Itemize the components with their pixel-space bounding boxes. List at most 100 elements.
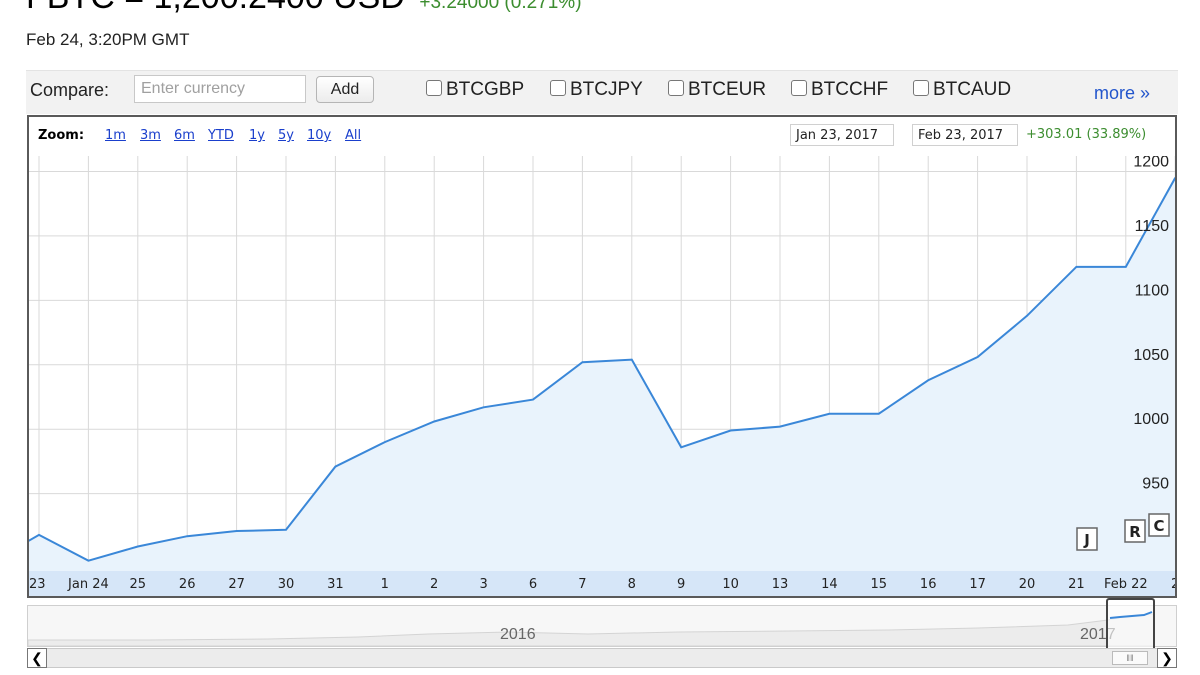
x-tick-label: 27 xyxy=(228,577,245,592)
checkbox-icon[interactable] xyxy=(913,80,929,96)
chevron-left-icon: ❮ xyxy=(31,650,43,666)
scroll-thumb[interactable]: ‖‖ xyxy=(1112,651,1148,665)
zoom-10y[interactable]: 10y xyxy=(307,128,332,143)
chevron-right-icon: ❯ xyxy=(1161,650,1173,666)
x-axis-band xyxy=(29,571,1175,596)
quote-timestamp: Feb 24, 3:20PM GMT xyxy=(26,30,190,49)
price-point xyxy=(927,379,929,382)
price-point xyxy=(1026,315,1028,317)
price-point xyxy=(1174,177,1175,179)
y-tick-label: 1000 xyxy=(1133,411,1169,428)
price-change: +3.24000 (0.271%) xyxy=(419,0,582,13)
x-tick-label: 25 xyxy=(130,577,147,592)
y-axis-labels: 950 1000 1050 1100 1150 1200 xyxy=(1133,156,1169,493)
compare-option-label: BTCJPY xyxy=(570,79,643,100)
event-flag-box xyxy=(1124,519,1146,543)
compare-option-btcjpy[interactable]: BTCJPY xyxy=(550,79,643,101)
x-tick-label: Jan 24 xyxy=(67,577,109,592)
x-tick-label: 2 xyxy=(1171,577,1175,592)
x-tick-label: 2 xyxy=(430,577,438,592)
zoom-all[interactable]: All xyxy=(345,128,362,143)
price-point xyxy=(433,420,436,423)
zoom-label: Zoom: xyxy=(38,128,85,143)
more-currencies-link[interactable]: more » xyxy=(1094,83,1151,103)
zoom-ytd[interactable]: YTD xyxy=(208,128,234,143)
price-point xyxy=(285,528,287,531)
y-tick-label: 1150 xyxy=(1135,218,1170,235)
price-point xyxy=(334,465,337,468)
price-point xyxy=(828,412,831,415)
price-point xyxy=(137,545,139,548)
event-flag-box xyxy=(1076,527,1098,551)
compare-option-label: BTCAUD xyxy=(933,79,1012,100)
x-tick-label: 14 xyxy=(821,577,838,592)
price-point xyxy=(729,429,732,432)
start-date-field[interactable]: Jan 23, 2017 xyxy=(790,124,894,146)
price-point xyxy=(976,356,979,358)
x-axis-labels: 23 Jan 24 25 26 27 30 31 1 2 3 6 7 8 9 10 13 14 15 16 17 20 2… xyxy=(29,577,1175,592)
price-point xyxy=(1075,266,1078,268)
price-point xyxy=(186,535,188,538)
compare-option-btcaud[interactable]: BTCAUD xyxy=(913,79,1011,101)
x-tick-label: 8 xyxy=(628,577,636,592)
price-point xyxy=(532,398,534,401)
x-tick-label: 7 xyxy=(578,577,586,592)
x-tick-label: 30 xyxy=(278,577,295,592)
y-tick-label: 1100 xyxy=(1135,282,1170,299)
y-tick-label: 950 xyxy=(1142,476,1169,493)
event-flag-r[interactable]: R xyxy=(1124,519,1146,543)
compare-option-label: BTCGBP xyxy=(446,79,525,100)
zoom-3m[interactable]: 3m xyxy=(140,128,161,143)
x-tick-label: 9 xyxy=(677,577,685,592)
checkbox-icon[interactable] xyxy=(550,80,566,96)
x-tick-label: 21 xyxy=(1068,577,1085,592)
price-point xyxy=(779,425,781,428)
event-flag-c[interactable]: C xyxy=(1148,513,1170,537)
chart-scrollbar[interactable]: ❮ ‖‖ ❯ xyxy=(27,648,1177,668)
compare-option-btcchf[interactable]: BTCCHF xyxy=(791,79,888,101)
compare-currency-input[interactable] xyxy=(134,75,306,103)
price-point xyxy=(878,412,880,415)
event-flag-label: C xyxy=(1153,517,1164,535)
event-flag-label: R xyxy=(1129,523,1141,541)
end-date-field[interactable]: Feb 23, 2017 xyxy=(912,124,1018,146)
event-flag-box xyxy=(1148,513,1170,537)
zoom-1m[interactable]: 1m xyxy=(105,128,126,143)
price-points xyxy=(38,177,1175,562)
compare-bar: Compare: Add BTCGBP BTCJPY BTCEUR BTCCHF… xyxy=(26,70,1178,114)
y-tick-label: 1200 xyxy=(1133,156,1169,170)
checkbox-icon[interactable] xyxy=(791,80,807,96)
navigator-window-line xyxy=(1109,611,1153,619)
zoom-1y[interactable]: 1y xyxy=(249,128,265,143)
checkbox-icon[interactable] xyxy=(426,80,442,96)
x-tick-label: 23 xyxy=(29,577,46,592)
x-tick-label: 20 xyxy=(1019,577,1036,592)
event-flag-label: J xyxy=(1083,531,1090,549)
checkbox-icon[interactable] xyxy=(668,80,684,96)
price-point xyxy=(1125,266,1127,268)
compare-option-btcgbp[interactable]: BTCGBP xyxy=(426,79,524,101)
compare-option-label: BTCEUR xyxy=(688,79,767,100)
add-button[interactable]: Add xyxy=(316,76,374,103)
zoom-6m[interactable]: 6m xyxy=(174,128,195,143)
compare-label: Compare: xyxy=(30,80,110,100)
x-tick-label: 16 xyxy=(920,577,937,592)
grip-icon: ‖‖ xyxy=(1126,653,1134,663)
price-point xyxy=(680,446,682,449)
zoom-row: Zoom: 1m 3m 6m YTD 1y 5y 10y All Jan 23,… xyxy=(28,116,1176,156)
x-tick-label: Feb 22 xyxy=(1104,577,1148,592)
event-flag-j[interactable]: J xyxy=(1076,527,1098,551)
scroll-right-button[interactable]: ❯ xyxy=(1157,648,1177,668)
scroll-left-button[interactable]: ❮ xyxy=(27,648,47,668)
x-tick-label: 3 xyxy=(479,577,487,592)
navigator-strip[interactable]: 2016 2017 xyxy=(27,605,1177,647)
price-point xyxy=(482,406,485,409)
compare-option-btceur[interactable]: BTCEUR xyxy=(668,79,766,101)
navigator-year-2016: 2016 xyxy=(500,626,536,643)
x-tick-label: 26 xyxy=(179,577,196,592)
x-tick-label: 31 xyxy=(327,577,344,592)
zoom-5y[interactable]: 5y xyxy=(278,128,294,143)
